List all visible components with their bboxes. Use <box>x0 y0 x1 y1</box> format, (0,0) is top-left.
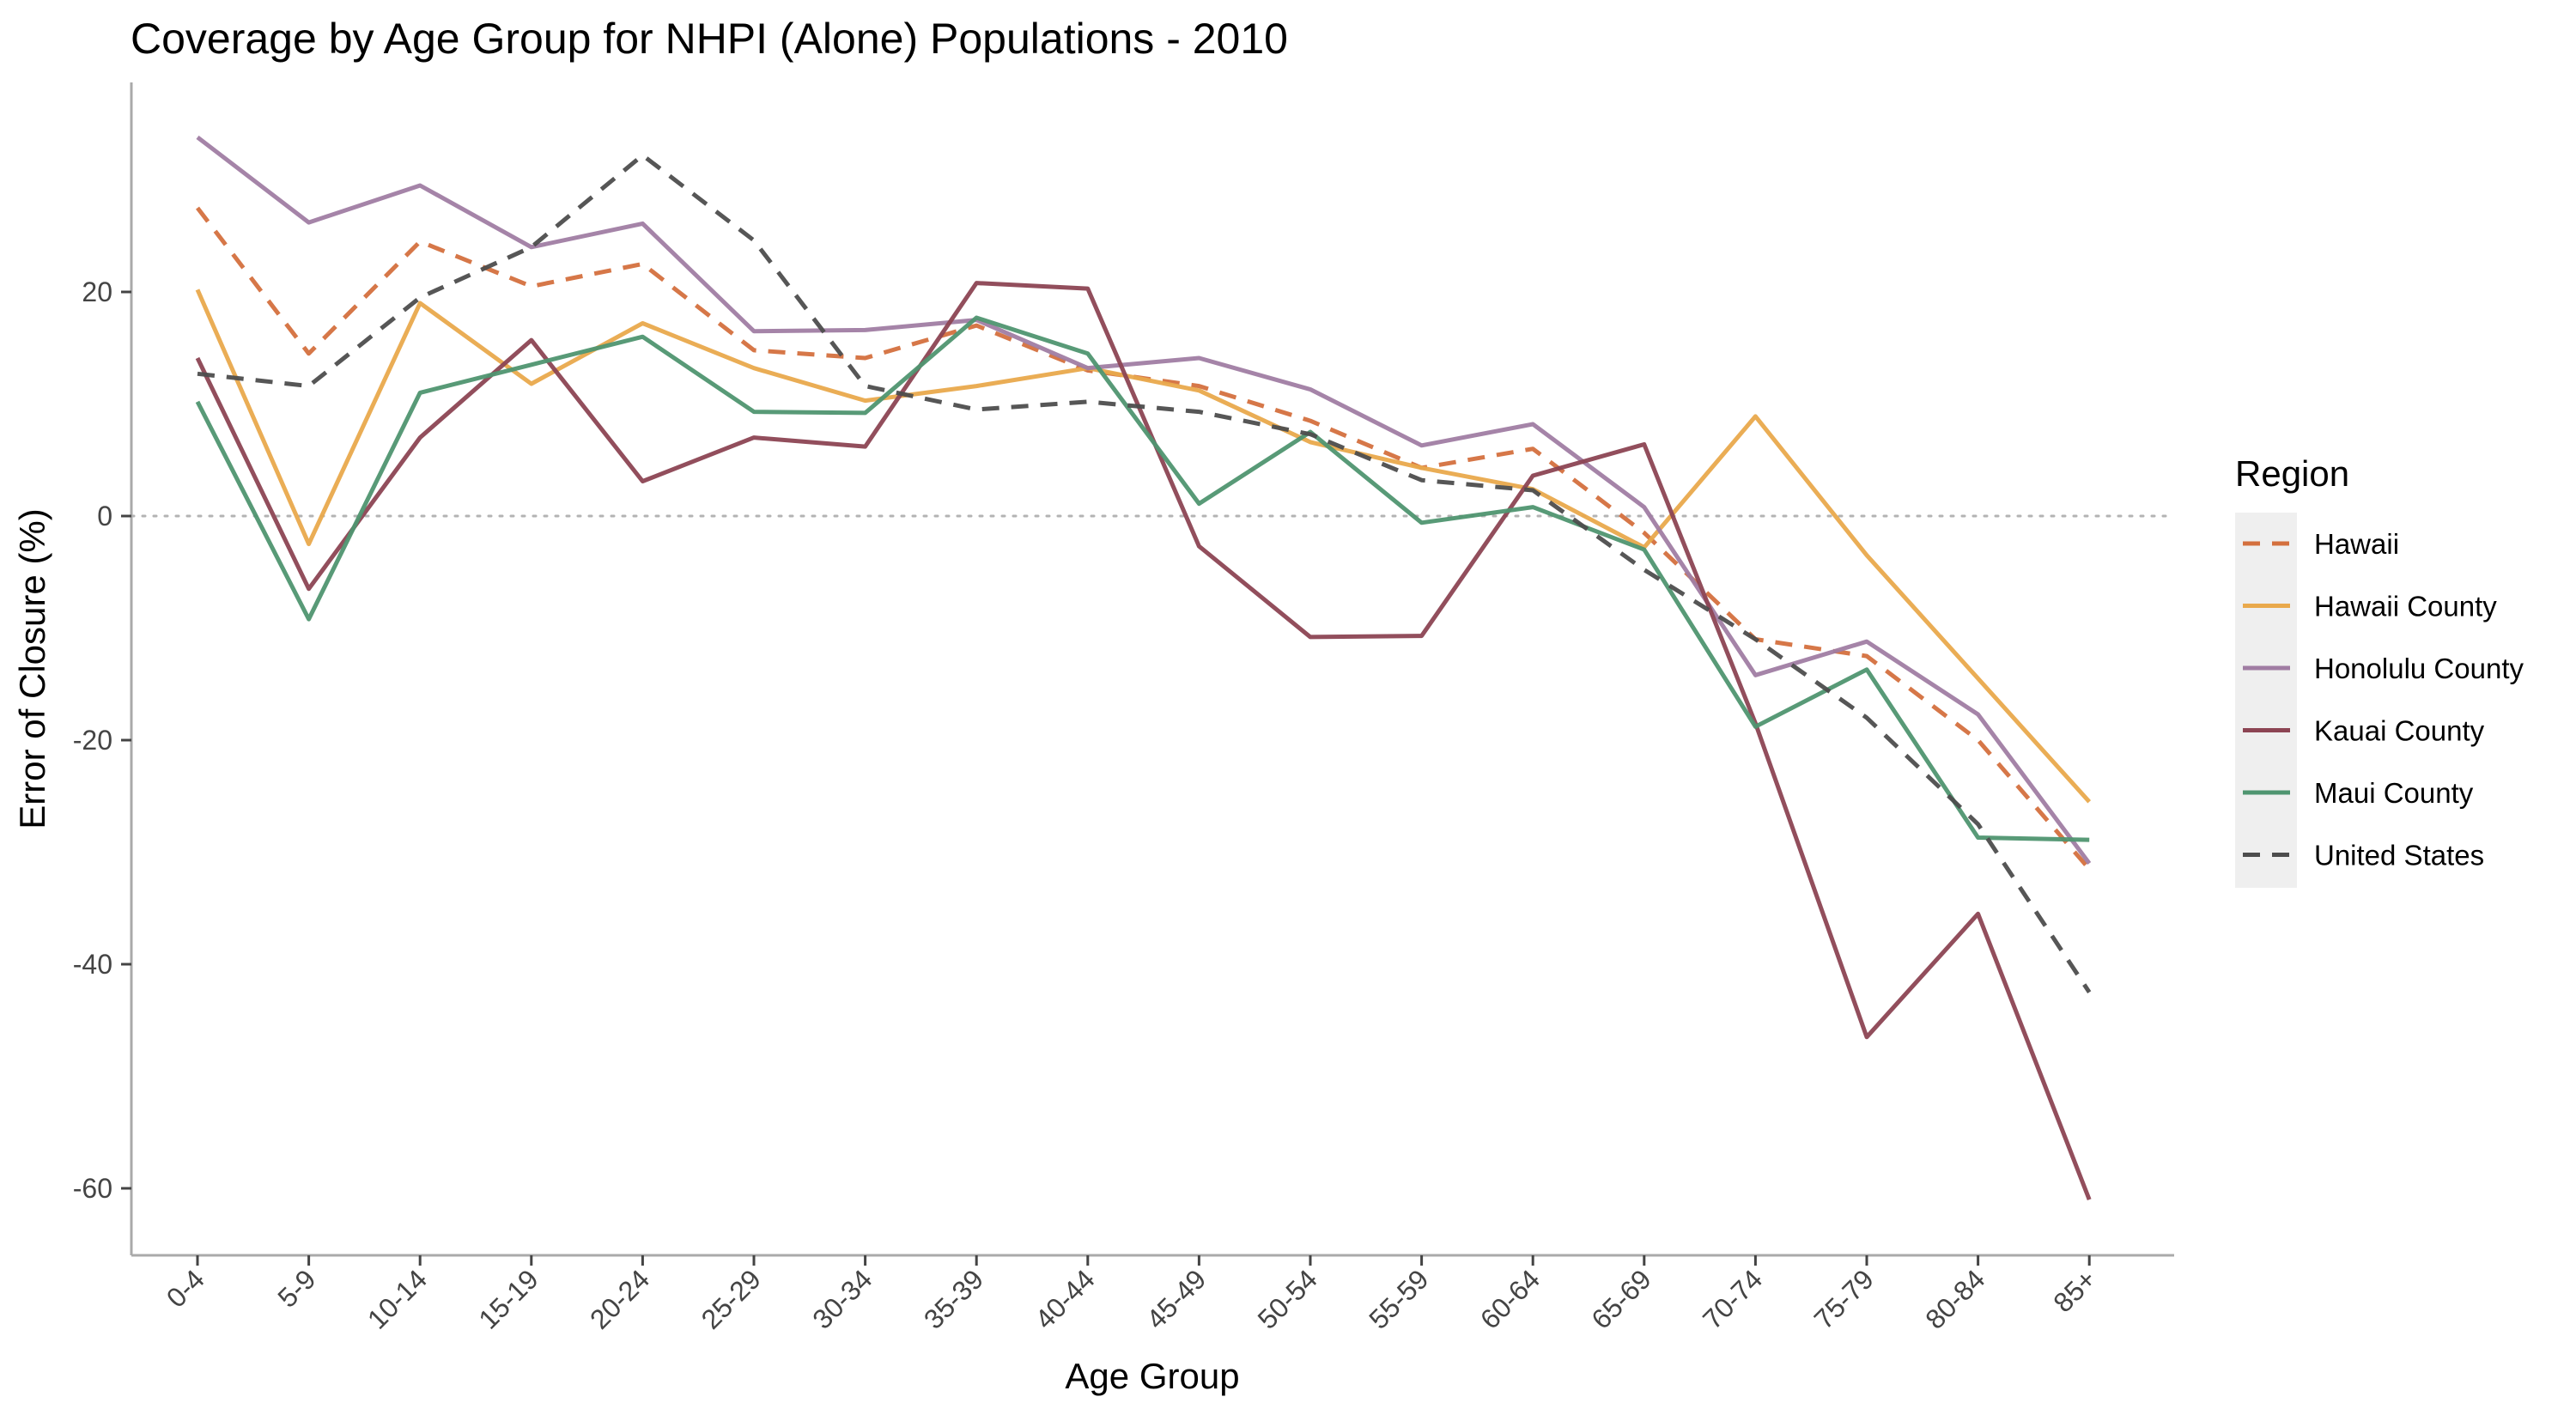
y-axis-title: Error of Closure (%) <box>12 508 52 829</box>
x-tick-label: 45-49 <box>1140 1263 1212 1334</box>
legend: Region Hawaii Hawaii County Honolulu Count… <box>2235 453 2524 888</box>
series-line-maui-county <box>195 315 2090 842</box>
legend-label: Kauai County <box>2314 715 2485 747</box>
chart-title: Coverage by Age Group for NHPI (Alone) P… <box>131 15 1288 63</box>
legend-keys-background <box>2235 513 2297 888</box>
y-axis-ticks: 20 0 -20 -40 -60 <box>73 276 131 1204</box>
y-tick-label: -40 <box>73 949 112 980</box>
x-tick-label: 0-4 <box>161 1263 210 1313</box>
x-tick-label: 80-84 <box>1919 1263 1990 1334</box>
x-tick-label: 30-34 <box>806 1263 878 1334</box>
x-tick-label: 70-74 <box>1697 1263 1768 1334</box>
plot-area <box>130 135 2176 1201</box>
y-tick-label: 20 <box>82 276 112 307</box>
series-line-kauai-county <box>195 281 2092 1201</box>
x-tick-label: 55-59 <box>1363 1263 1434 1334</box>
y-tick-label: -20 <box>73 725 112 756</box>
x-tick-label: 65-69 <box>1585 1263 1656 1334</box>
x-tick-label: 15-19 <box>472 1263 544 1334</box>
x-axis-ticks: 0-4 5-9 10-14 15-19 20-24 25-29 30-34 35-39 40-4… <box>161 1255 2102 1335</box>
legend-label: Hawaii <box>2314 528 2399 560</box>
x-tick-label: 10-14 <box>361 1263 433 1334</box>
x-tick-label: 50-54 <box>1252 1263 1323 1334</box>
series-line-hawaii <box>196 206 2092 871</box>
series-line-hawaii-county <box>195 288 2092 804</box>
x-tick-label: 85+ <box>2047 1263 2102 1318</box>
legend-label: United States <box>2314 840 2484 872</box>
legend-label: Maui County <box>2314 777 2474 809</box>
legend-label: Hawaii County <box>2314 591 2497 623</box>
series-line-honolulu-county <box>196 135 2092 865</box>
x-tick-label: 75-79 <box>1808 1263 1880 1334</box>
series-line-united-states <box>197 153 2092 993</box>
legend-title: Region <box>2235 453 2349 494</box>
legend-label: Honolulu County <box>2314 653 2524 684</box>
x-tick-label: 20-24 <box>584 1263 655 1334</box>
y-tick-label: -60 <box>73 1173 112 1204</box>
legend-items: Hawaii Hawaii County Honolulu County Kauai … <box>2243 528 2524 872</box>
x-tick-label: 40-44 <box>1029 1263 1100 1334</box>
x-tick-label: 5-9 <box>271 1263 321 1313</box>
y-tick-label: 0 <box>97 501 112 531</box>
x-tick-label: 25-29 <box>696 1263 767 1334</box>
x-axis-title: Age Group <box>1065 1356 1239 1396</box>
x-tick-label: 35-39 <box>918 1263 989 1334</box>
x-tick-label: 60-64 <box>1474 1263 1546 1334</box>
